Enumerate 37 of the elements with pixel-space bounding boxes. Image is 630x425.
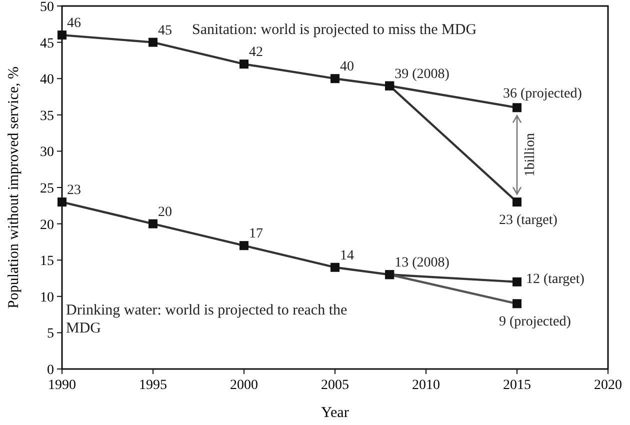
data-label: 9 (projected) <box>499 314 572 330</box>
y-tick-label: 20 <box>40 218 54 233</box>
data-label: 46 <box>67 16 81 32</box>
y-tick-label: 25 <box>40 182 54 196</box>
data-label: 14 <box>340 248 354 264</box>
data-label: 36 (projected) <box>503 86 582 102</box>
y-tick-label: 35 <box>40 108 54 124</box>
y-tick-label: 30 <box>40 145 54 160</box>
y-tick-label: 10 <box>40 290 54 306</box>
y-tick-label: 45 <box>40 36 54 52</box>
y-tick-label: 15 <box>40 254 54 270</box>
x-tick-label: 2015 <box>503 378 531 393</box>
x-tick-label: 2005 <box>321 378 349 393</box>
data-label: 20 <box>158 204 172 220</box>
x-tick-label: 1990 <box>48 378 76 393</box>
x-tick-label: 2020 <box>594 378 622 393</box>
data-label: 23 <box>67 183 81 198</box>
data-label: 23 (target) <box>499 213 558 228</box>
y-tick-label: 5 <box>47 326 54 342</box>
y-tick-label: 40 <box>40 72 54 88</box>
data-label: 39 (2008) <box>394 66 450 82</box>
data-label: 40 <box>340 60 354 75</box>
x-axis-title: Year <box>321 405 349 421</box>
x-tick-label: 1995 <box>139 378 167 393</box>
y-axis-title: Population without improved service, % <box>6 66 22 309</box>
data-label: 13 (2008) <box>394 256 450 271</box>
annotation: 1billion <box>523 133 538 177</box>
annotation: Drinking water: world is projected to reach the MDG <box>66 302 348 337</box>
x-tick-label: 2010 <box>412 378 440 393</box>
data-label: 42 <box>249 45 263 60</box>
x-tick-label: 2000 <box>230 378 258 393</box>
data-label: 45 <box>158 23 172 38</box>
y-tick-label: 0 <box>47 363 54 378</box>
y-tick-label: 50 <box>40 0 54 15</box>
annotation: Sanitation: world is projected to miss the MDG <box>192 22 477 38</box>
data-label: 17 <box>249 226 263 242</box>
data-label: 12 (target) <box>526 272 585 287</box>
